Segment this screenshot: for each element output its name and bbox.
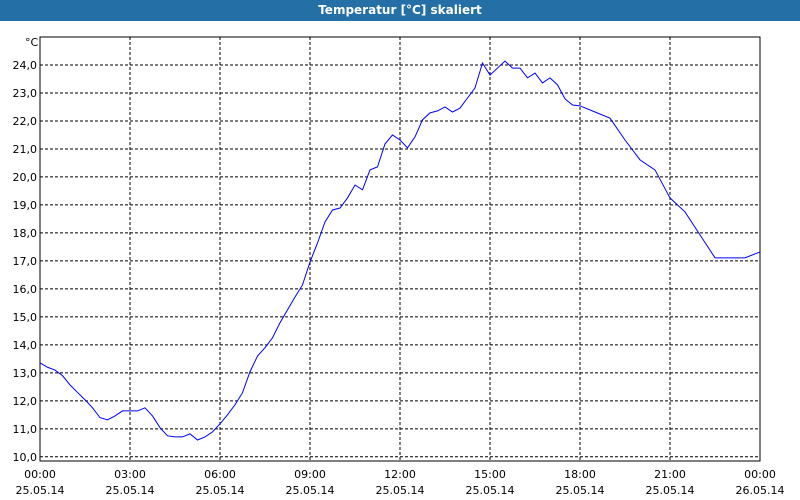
x-tick-label: 12:00	[384, 468, 416, 481]
y-tick-label: 21,0	[13, 143, 38, 156]
x-tick-label: 00:00	[24, 468, 56, 481]
y-tick-label: 24,0	[13, 59, 38, 72]
y-tick-label: 16,0	[13, 283, 38, 296]
x-tick-label: 00:00	[744, 468, 776, 481]
x-tick-date: 25.05.14	[376, 484, 425, 497]
x-tick-date: 25.05.14	[466, 484, 515, 497]
x-tick-label: 21:00	[654, 468, 686, 481]
line	[39, 60, 761, 441]
chart: °C 10,0 11,0 12,0 13,0 14,0 15,0 16,0 17,0 18,0 1…	[13, 36, 785, 497]
y-tick-label: 15,0	[13, 311, 38, 324]
y-tick-label: 13,0	[13, 367, 38, 380]
y-tick-label: 14,0	[13, 339, 38, 352]
x-tick-label: 18:00	[564, 468, 596, 481]
y-unit: °C	[25, 36, 39, 49]
y-tick-label: 22,0	[13, 115, 38, 128]
x-tick-date: 25.05.14	[556, 484, 605, 497]
x-tick-date: 25.05.14	[646, 484, 695, 497]
x-tick-date: 25.05.14	[16, 484, 65, 497]
chart-title: Temperatur [°C] skaliert	[0, 0, 800, 21]
x-tick-date: 25.05.14	[196, 484, 245, 497]
y-tick-label: 18,0	[13, 227, 38, 240]
y-tick-label: 10,0	[13, 451, 38, 464]
x-tick-label: 09:00	[294, 468, 326, 481]
y-tick-label: 23,0	[13, 87, 38, 100]
x-tick-date: 25.05.14	[106, 484, 155, 497]
plot-frame	[39, 36, 761, 462]
x-tick-label: 03:00	[114, 468, 146, 481]
x-tick-date: 25.05.14	[286, 484, 335, 497]
y-tick-label: 11,0	[13, 423, 38, 436]
y-tick-label: 20,0	[13, 171, 38, 184]
y-tick-label: 17,0	[13, 255, 38, 268]
y-tick-label: 12,0	[13, 395, 38, 408]
x-tick-label: 15:00	[474, 468, 506, 481]
x-tick-label: 06:00	[204, 468, 236, 481]
x-tick-date: 26.05.14	[736, 484, 785, 497]
y-tick-label: 19,0	[13, 199, 38, 212]
